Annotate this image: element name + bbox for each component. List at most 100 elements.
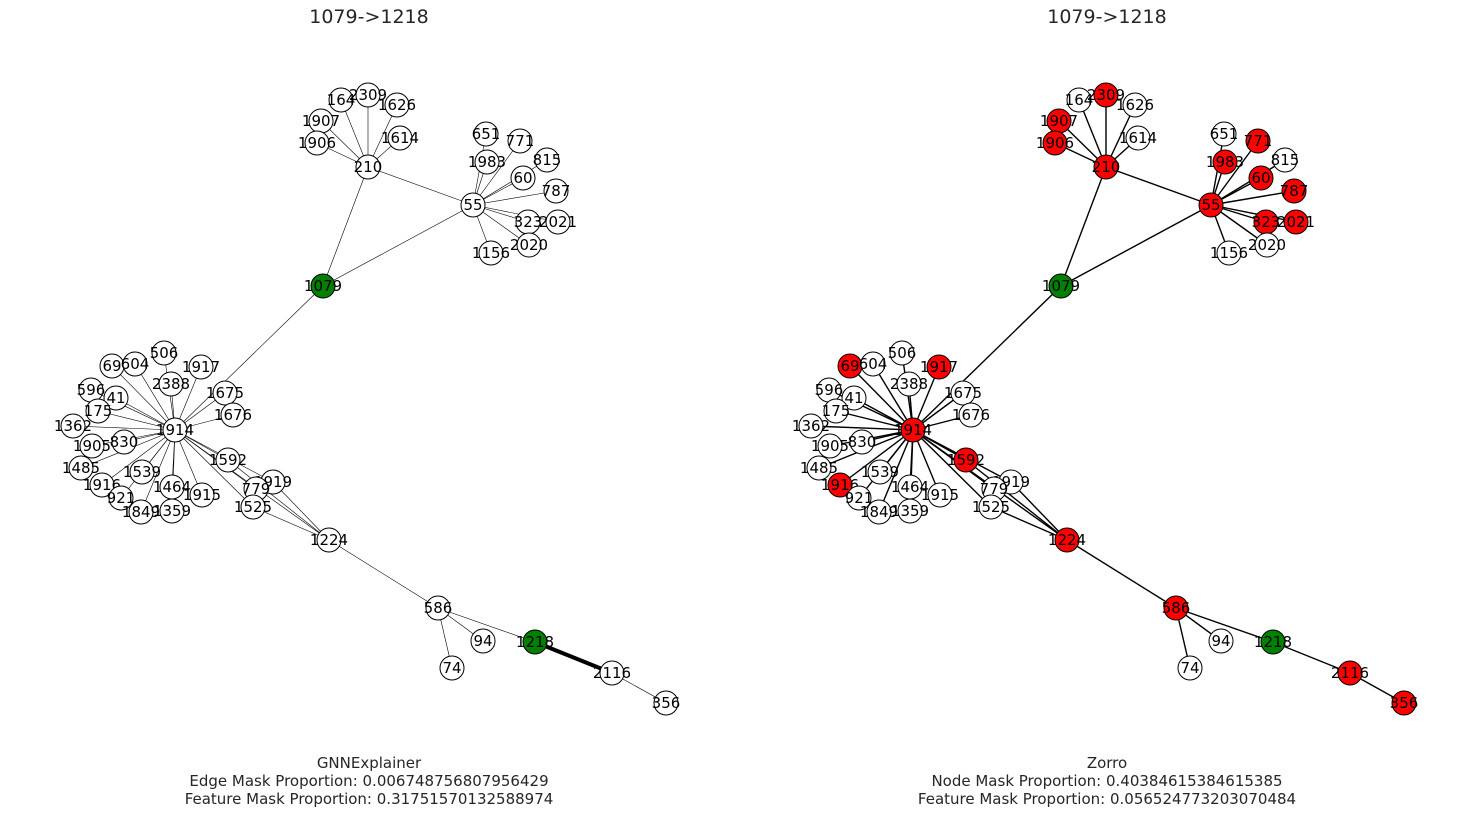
node-circle — [897, 498, 923, 524]
node-label: 1675 — [944, 384, 982, 402]
node-1525: 1525 — [972, 494, 1010, 520]
edge-1914-175 — [835, 410, 914, 431]
node-circle — [1093, 154, 1119, 180]
node-circle — [507, 128, 533, 154]
node-label: 604 — [121, 355, 150, 373]
node-circle — [215, 447, 241, 473]
node-label: 210 — [1092, 158, 1121, 176]
node-1224: 1224 — [310, 527, 348, 553]
node-label: 1626 — [1116, 96, 1154, 114]
node-label: 1485 — [62, 459, 100, 477]
node-323: 323 — [1252, 209, 1281, 235]
node-506: 506 — [150, 340, 178, 366]
node-circle — [806, 455, 832, 481]
node-2020: 2020 — [1248, 232, 1286, 258]
edge-55-815 — [472, 159, 548, 206]
node-circle — [1245, 128, 1271, 154]
node-1849: 1849 — [860, 499, 898, 525]
edge-210-55 — [1105, 166, 1212, 206]
edge-55-771 — [1210, 140, 1259, 206]
node-circle — [188, 354, 214, 380]
node-604: 604 — [859, 351, 887, 377]
node-circle — [1254, 232, 1280, 258]
node-label: 779 — [242, 480, 271, 498]
node-830: 830 — [848, 429, 877, 455]
node-175: 175 — [822, 398, 850, 424]
node-94: 94 — [1208, 628, 1234, 654]
node-1983: 1983 — [468, 149, 506, 175]
node-1983: 1983 — [1206, 149, 1244, 175]
edge-1218-2116 — [1272, 641, 1351, 674]
node-1362: 1362 — [54, 413, 92, 439]
node-label: 323 — [514, 213, 543, 231]
node-label: 1917 — [920, 358, 958, 376]
node-label: 1362 — [792, 417, 830, 435]
node-164: 164 — [327, 87, 355, 113]
node-circle — [1093, 82, 1119, 108]
node-94: 94 — [470, 628, 496, 654]
node-1914: 1914 — [894, 417, 932, 443]
edge-1914-604 — [134, 363, 176, 431]
node-label: 1156 — [1210, 244, 1248, 262]
node-label: 596 — [815, 381, 844, 399]
edge-1592-1224 — [965, 459, 1068, 541]
edge-1914-1525 — [912, 429, 992, 508]
node-label: 1905 — [73, 437, 111, 455]
node-circle — [1260, 629, 1286, 655]
node-label: 1614 — [1119, 129, 1157, 147]
node-circle — [1066, 87, 1092, 113]
edge-1914-1525 — [174, 429, 254, 508]
node-circle — [896, 371, 922, 397]
node-210: 210 — [1092, 154, 1121, 180]
node-651: 651 — [1210, 121, 1238, 147]
node-circle — [212, 380, 238, 406]
node-circle — [827, 472, 853, 498]
node-1626: 1626 — [378, 92, 416, 118]
node-label: 1914 — [894, 421, 932, 439]
node-1525: 1525 — [234, 494, 272, 520]
node-label: 1218 — [1254, 633, 1292, 651]
node-circle — [1208, 628, 1234, 654]
zorro-panel: 1079->1218 164 2309 1626 1907 1614 1906 210 651… — [738, 0, 1476, 817]
node-label: 94 — [473, 632, 492, 650]
node-1218: 1218 — [1254, 629, 1292, 655]
node-label: 506 — [888, 344, 917, 362]
node-771: 771 — [506, 128, 534, 154]
node-1079: 1079 — [304, 273, 342, 299]
node-1539: 1539 — [861, 459, 899, 485]
node-2021: 2021 — [1277, 209, 1315, 235]
node-label: 94 — [1211, 632, 1230, 650]
node-label: 830 — [110, 433, 139, 451]
node-circle — [823, 398, 849, 424]
panel-title: 1079->1218 — [309, 6, 429, 28]
node-circle — [889, 340, 915, 366]
node-label: 586 — [424, 599, 453, 617]
node-41: 41 — [841, 385, 867, 411]
node-label: 830 — [848, 433, 877, 451]
node-circle — [129, 459, 155, 485]
node-69: 69 — [99, 353, 125, 379]
node-164: 164 — [1065, 87, 1093, 113]
node-circle — [927, 482, 953, 508]
caption-method: GNNExplainer — [316, 754, 422, 772]
node-787: 787 — [1280, 178, 1308, 204]
node-label: 2020 — [1248, 236, 1286, 254]
node-label: 323 — [1252, 213, 1281, 231]
node-1917: 1917 — [920, 354, 958, 380]
node-41: 41 — [103, 385, 129, 411]
node-label: 1676 — [214, 406, 252, 424]
node-circle — [978, 494, 1004, 520]
node-label: 2309 — [349, 86, 387, 104]
node-1362: 1362 — [792, 413, 830, 439]
edge-1525-1224 — [252, 506, 330, 541]
edge-1919-1224 — [272, 481, 330, 541]
node-label: 1525 — [972, 498, 1010, 516]
edge-1224-586 — [328, 539, 439, 609]
node-circle — [240, 494, 266, 520]
node-815: 815 — [1271, 147, 1299, 173]
node-circle — [159, 498, 185, 524]
node-label: 60 — [1251, 169, 1270, 187]
node-1907: 1907 — [1040, 108, 1078, 134]
